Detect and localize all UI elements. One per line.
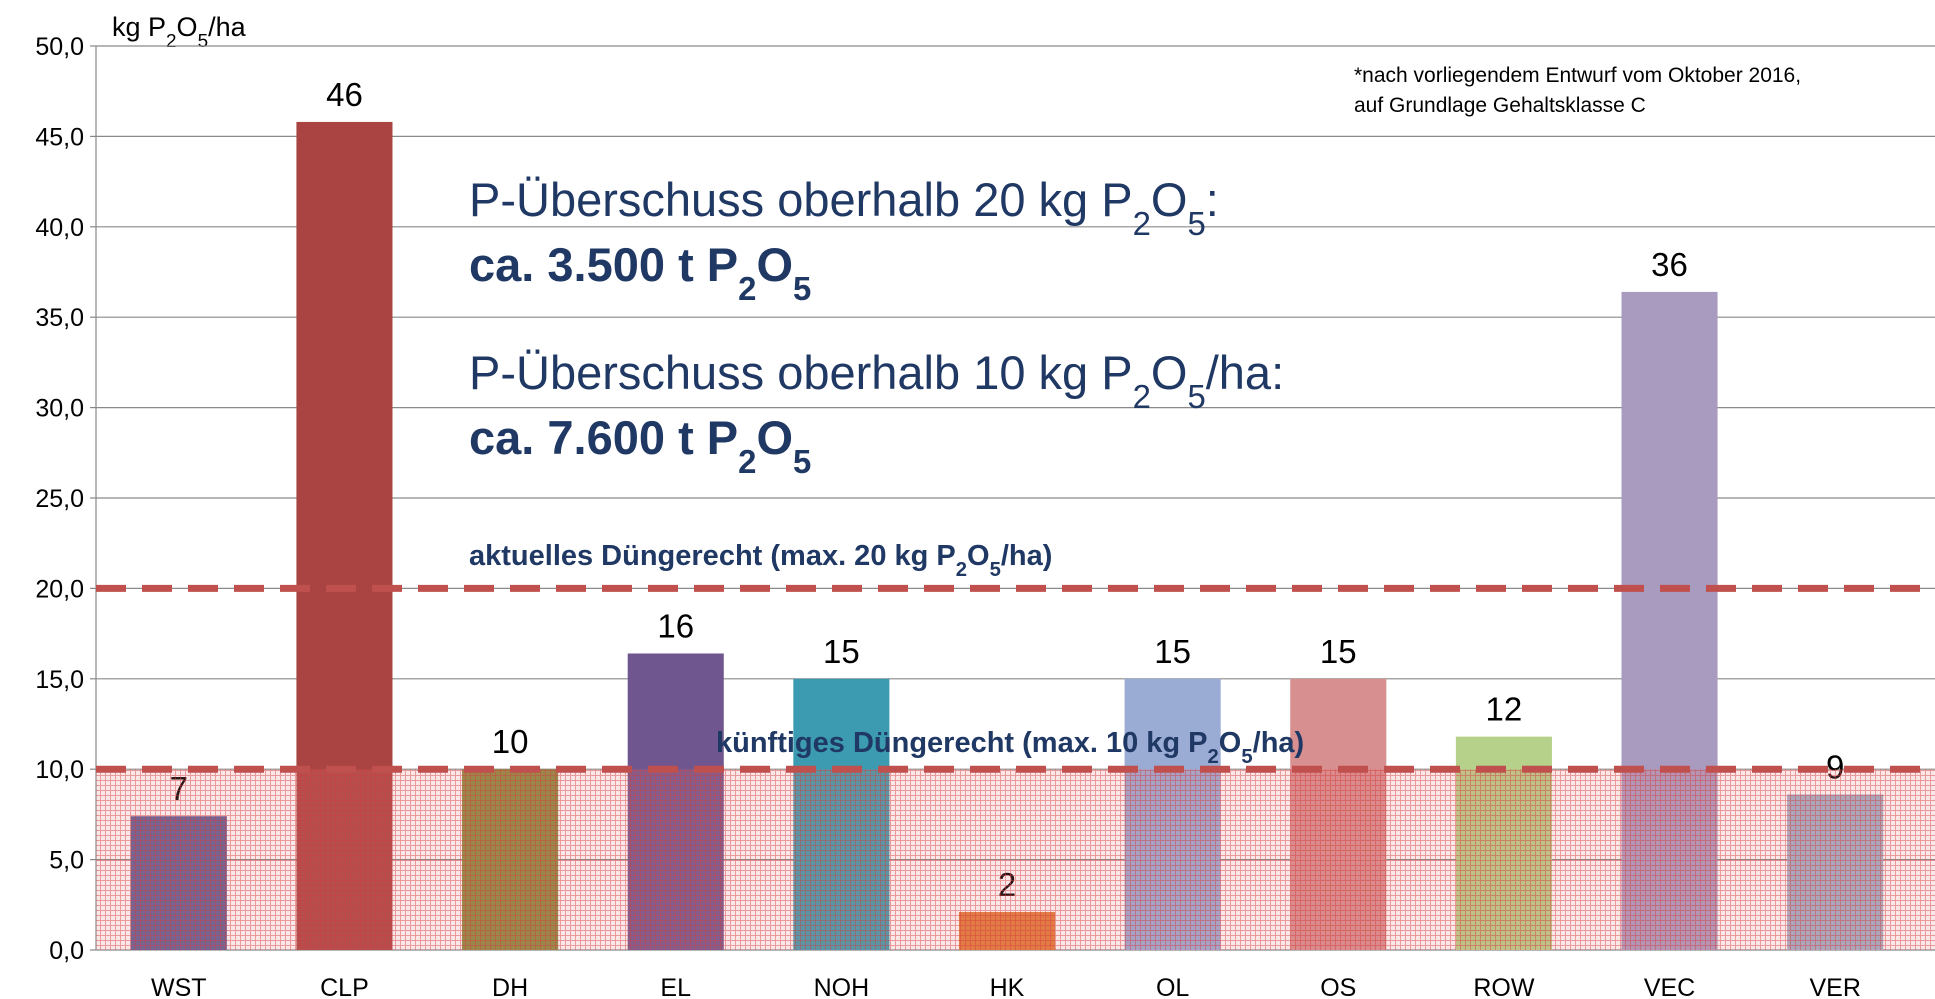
y-axis-label-part: /ha: [208, 12, 247, 42]
reference-label-part: aktuelles Düngerecht (max. 20 kg P: [469, 540, 956, 572]
value-label: 15: [1320, 633, 1357, 670]
annotation-part: 5: [793, 270, 811, 307]
annotation-part: 2: [738, 443, 756, 480]
value-label: 15: [823, 633, 860, 670]
y-tick-label: 5,0: [49, 847, 84, 875]
annotation-part: P-Überschuss oberhalb 20 kg P: [469, 173, 1133, 226]
value-label: 15: [1154, 633, 1191, 670]
shaded-zone: [96, 769, 1935, 950]
reference-label-part: künftiges Düngerecht (max. 10 kg P: [716, 727, 1208, 759]
annotation-part: 2: [1133, 205, 1151, 242]
reference-label: aktuelles Düngerecht (max. 20 kg P2O5/ha…: [469, 540, 1052, 581]
y-tick-label: 30,0: [35, 395, 84, 423]
annotation-part: O: [1151, 346, 1188, 399]
x-tick-label: WST: [151, 974, 207, 999]
reference-label: künftiges Düngerecht (max. 10 kg P2O5/ha…: [716, 727, 1304, 768]
reference-label-part: 2: [1208, 746, 1219, 768]
annotation: ca. 7.600 t P2O5: [469, 411, 811, 480]
annotation: ca. 3.500 t P2O5: [469, 238, 811, 307]
value-label: 10: [492, 723, 529, 760]
reference-label-part: O: [1219, 727, 1242, 759]
y-axis-label: kg P2O5/ha: [112, 12, 247, 52]
x-tick-label: OL: [1156, 974, 1189, 999]
reference-label-part: 5: [990, 559, 1001, 581]
value-label: 46: [326, 76, 363, 113]
x-tick-label: OS: [1320, 974, 1356, 999]
x-tick-label: CLP: [320, 974, 369, 999]
x-tick-label: VER: [1809, 974, 1860, 999]
reference-label-part: /ha): [1001, 540, 1053, 572]
x-tick-label: DH: [492, 974, 528, 999]
y-tick-label: 40,0: [35, 214, 84, 242]
reference-label-part: 2: [956, 559, 967, 581]
annotation-part: :: [1206, 173, 1219, 226]
annotation-part: 2: [1133, 378, 1151, 415]
y-tick-label: 45,0: [35, 123, 84, 151]
annotation-part: O: [1151, 173, 1188, 226]
y-tick-label: 0,0: [49, 937, 84, 965]
annotation-part: 5: [793, 443, 811, 480]
x-tick-label: VEC: [1644, 974, 1695, 999]
y-tick-label: 35,0: [35, 304, 84, 332]
footnote: auf Grundlage Gehaltsklasse C: [1354, 94, 1646, 117]
y-axis-label-part: kg P: [112, 12, 166, 42]
annotation-part: 5: [1187, 205, 1205, 242]
y-axis-label-part: 5: [198, 31, 209, 52]
y-tick-label: 20,0: [35, 575, 84, 603]
x-tick-label: ROW: [1473, 974, 1535, 999]
x-tick-label: NOH: [814, 974, 870, 999]
footnote: *nach vorliegendem Entwurf vom Oktober 2…: [1354, 64, 1801, 87]
annotation-part: O: [756, 411, 793, 464]
value-label: 12: [1486, 691, 1523, 728]
y-tick-label: 50,0: [35, 33, 84, 61]
annotation-part: 5: [1187, 378, 1205, 415]
y-tick-label: 25,0: [35, 485, 84, 513]
annotation-part: P-Überschuss oberhalb 10 kg P: [469, 346, 1133, 399]
x-tick-label: EL: [660, 974, 691, 999]
reference-label-part: 5: [1241, 746, 1252, 768]
y-axis-label-part: 2: [166, 31, 177, 52]
x-tick-label: HK: [990, 974, 1025, 999]
annotation-part: /ha:: [1206, 346, 1284, 399]
annotation-part: O: [756, 238, 793, 291]
annotation-part: ca. 7.600 t P: [469, 411, 738, 464]
value-label: 36: [1651, 246, 1688, 283]
y-tick-label: 15,0: [35, 666, 84, 694]
reference-label-part: /ha): [1253, 727, 1305, 759]
annotation-part: 2: [738, 270, 756, 307]
annotation: P-Überschuss oberhalb 20 kg P2O5:: [469, 173, 1219, 242]
reference-label-part: O: [967, 540, 990, 572]
annotation-part: ca. 3.500 t P: [469, 238, 738, 291]
annotation: P-Überschuss oberhalb 10 kg P2O5/ha:: [469, 346, 1284, 415]
y-axis-label-part: O: [177, 12, 198, 42]
y-tick-label: 10,0: [35, 756, 84, 784]
value-label: 16: [657, 607, 694, 644]
